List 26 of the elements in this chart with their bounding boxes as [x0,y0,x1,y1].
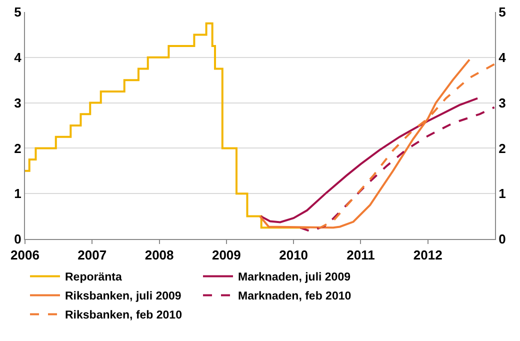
y2-tick-label: 3 [498,95,506,110]
y-tick-label: 2 [14,140,22,156]
x-tick-label: 2010 [279,248,308,263]
legend-label: Riksbanken, feb 2010 [65,310,182,322]
y2-tick-label: 1 [498,186,506,202]
legend-label: Reporänta [65,272,122,284]
y-tick-label: 5 [14,4,22,20]
y-tick-label: 4 [14,50,22,65]
y-tick-label: 3 [14,95,22,110]
x-tick-label: 2008 [144,248,174,263]
line-series [260,97,479,224]
legend-label: Marknaden, feb 2010 [238,290,352,303]
y2-tick-label: 4 [498,50,507,65]
x-tick-label: 2009 [212,248,241,263]
x-tick-label: 2006 [10,248,40,263]
x-tick-label: 2012 [413,248,442,263]
x-tick-label: 2011 [346,248,375,263]
legend-label: Marknaden, juli 2009 [238,272,350,284]
x-tick-label: 2007 [78,248,107,263]
y-tick-label: 1 [14,186,22,202]
y-tick-label: 0 [14,232,22,247]
y2-tick-label: 2 [498,140,506,156]
line-series [299,106,495,232]
y2-tick-label: 0 [498,232,506,247]
y2-tick-label: 5 [498,4,506,20]
legend-label: Riksbanken, juli 2009 [65,290,182,303]
